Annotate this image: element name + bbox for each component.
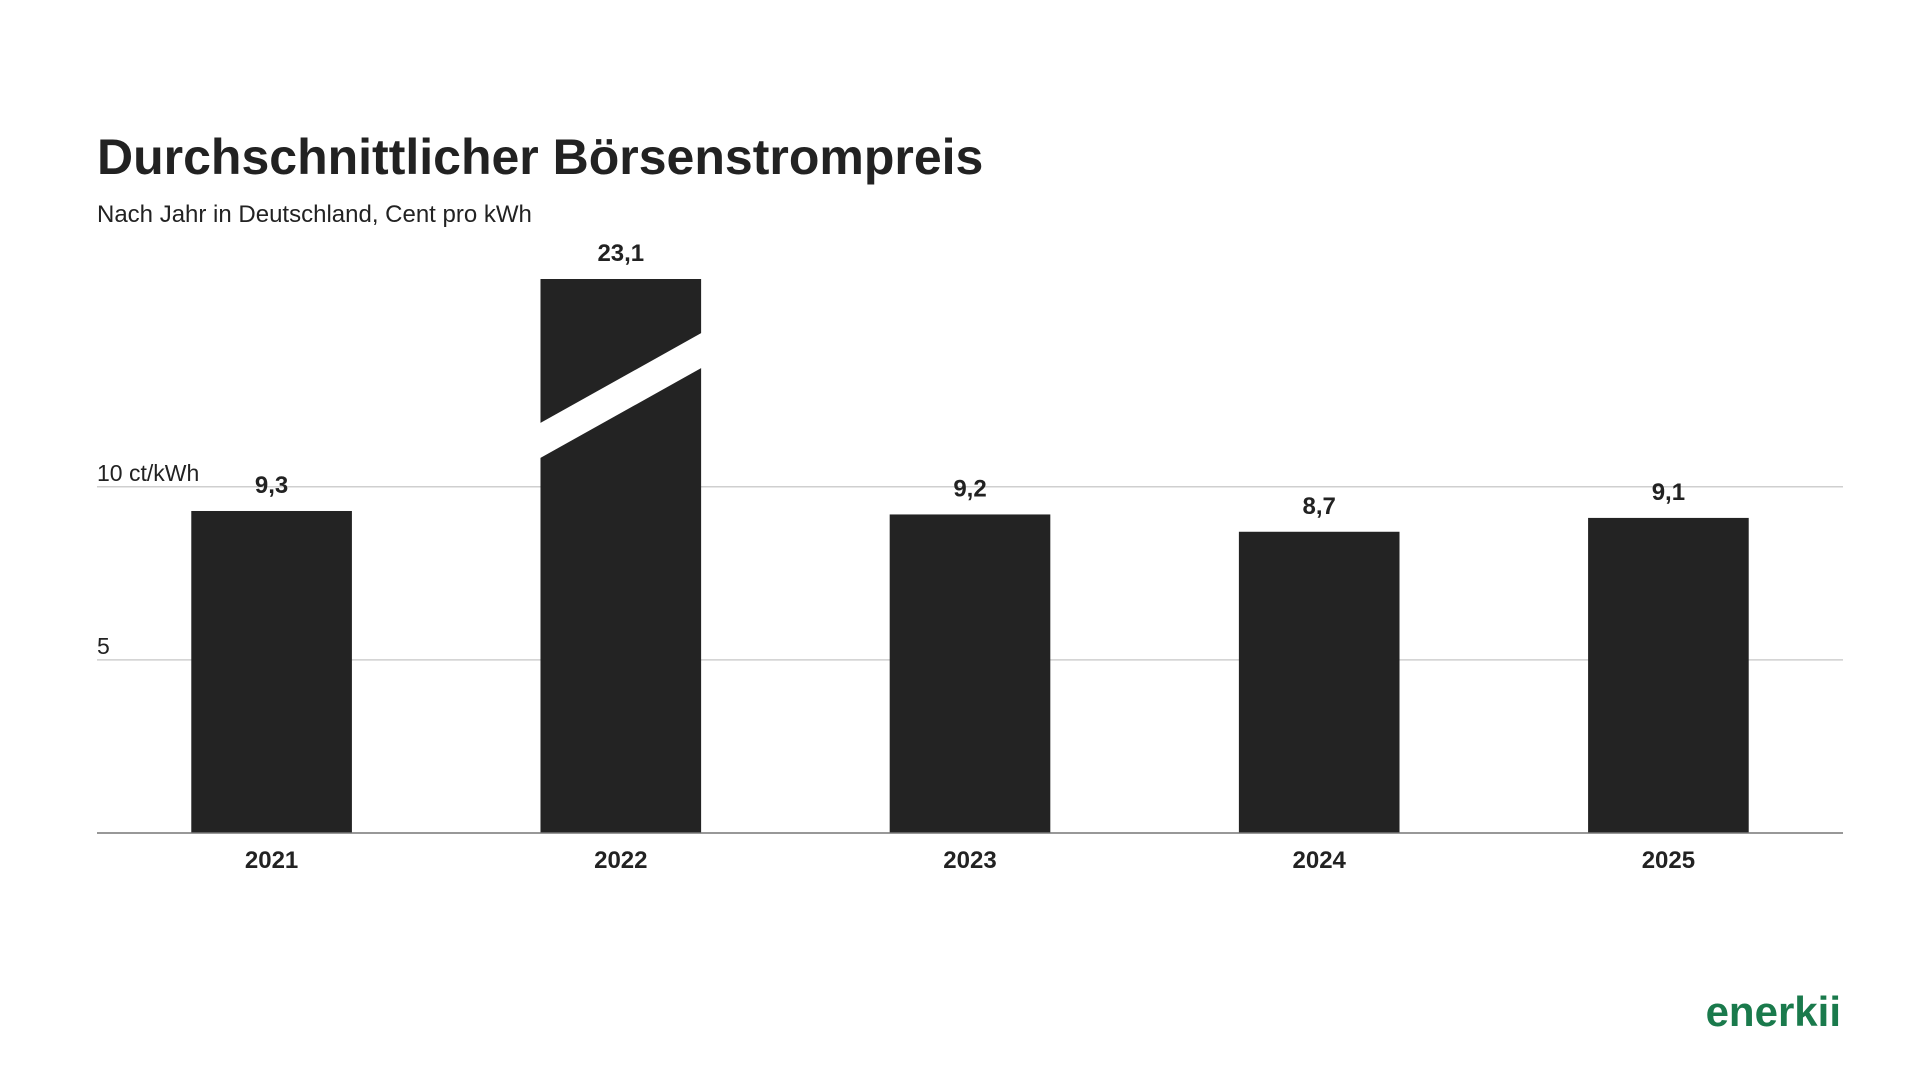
y-tick-label: 10 ct/kWh (97, 460, 199, 486)
x-tick-label: 2025 (1642, 847, 1695, 874)
chart-title: Durchschnittlicher Börsenstrompreis (97, 129, 983, 185)
value-label: 9,3 (255, 472, 288, 499)
y-tick-label: 5 (97, 633, 110, 659)
bar (191, 510, 352, 833)
bar (1238, 531, 1400, 833)
bar (1588, 517, 1749, 833)
x-tick-label: 2023 (943, 847, 996, 874)
bar (889, 514, 1051, 833)
x-tick-label: 2024 (1293, 847, 1347, 874)
value-label: 9,1 (1652, 479, 1685, 506)
value-label: 23,1 (597, 240, 644, 267)
plot-area (191, 279, 1749, 834)
value-label: 9,2 (953, 475, 986, 502)
x-tick-label: 2022 (594, 847, 647, 874)
brand-logo: enerkii (1706, 988, 1841, 1035)
value-label: 8,7 (1303, 493, 1336, 520)
chart-subtitle: Nach Jahr in Deutschland, Cent pro kWh (97, 201, 532, 228)
x-tick-label: 2021 (245, 847, 298, 874)
axis-break (538, 332, 704, 459)
